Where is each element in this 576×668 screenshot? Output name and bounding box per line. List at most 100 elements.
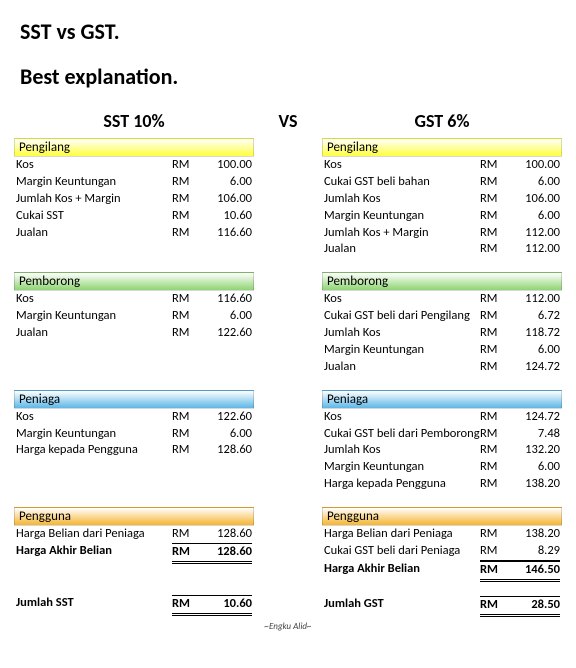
row-label: Jumlah Kos + Margin bbox=[16, 191, 172, 208]
section-head-pengguna: Pengguna bbox=[322, 507, 562, 526]
data-row: Margin KeuntunganRM6.00 bbox=[14, 174, 254, 191]
row-currency: RM bbox=[480, 191, 510, 208]
pad-row bbox=[14, 241, 254, 258]
data-row: Margin KeuntunganRM6.00 bbox=[322, 208, 562, 225]
total-value: 10.60 bbox=[202, 595, 252, 616]
row-currency: RM bbox=[480, 241, 510, 258]
data-row: KosRM124.72 bbox=[322, 409, 562, 426]
vs-label: VS bbox=[268, 110, 308, 132]
row-label: Harga Akhir Belian bbox=[16, 543, 172, 564]
row-label: Margin Keuntungan bbox=[16, 174, 172, 191]
data-row: JualanRM124.72 bbox=[322, 359, 562, 376]
row-currency: RM bbox=[480, 325, 510, 342]
data-row: Margin KeuntunganRM6.00 bbox=[14, 426, 254, 443]
row-label: Jumlah Kos bbox=[324, 442, 480, 459]
row-label: Harga kepada Pengguna bbox=[16, 442, 172, 459]
data-row: KosRM112.00 bbox=[322, 291, 562, 308]
row-value: 122.60 bbox=[202, 409, 252, 426]
row-label: Harga Belian dari Peniaga bbox=[16, 526, 172, 543]
row-label: Jumlah Kos bbox=[324, 191, 480, 208]
row-currency: RM bbox=[172, 225, 202, 242]
row-label: Harga kepada Pengguna bbox=[324, 476, 480, 493]
row-currency: RM bbox=[480, 157, 510, 174]
row-value: 106.00 bbox=[510, 191, 560, 208]
row-value: 122.60 bbox=[202, 325, 252, 342]
row-currency: RM bbox=[172, 325, 202, 342]
row-value: 116.60 bbox=[202, 291, 252, 308]
data-row: Jumlah KosRM118.72 bbox=[322, 325, 562, 342]
section-head-peniaga: Peniaga bbox=[14, 390, 254, 409]
row-value: 128.60 bbox=[202, 442, 252, 459]
total-label: Jumlah GST bbox=[324, 596, 480, 617]
total-currency: RM bbox=[172, 595, 202, 616]
row-currency: RM bbox=[172, 157, 202, 174]
row-currency: RM bbox=[172, 442, 202, 459]
data-row: Margin KeuntunganRM6.00 bbox=[322, 342, 562, 359]
row-value: 8.29 bbox=[510, 543, 560, 561]
row-value: 128.60 bbox=[202, 526, 252, 543]
section-head-pengilang: Pengilang bbox=[14, 138, 254, 157]
section-head-peniaga: Peniaga bbox=[322, 390, 562, 409]
row-value: 118.72 bbox=[510, 325, 560, 342]
row-label: Jualan bbox=[324, 241, 480, 258]
row-currency: RM bbox=[480, 561, 510, 582]
data-row: Harga Akhir BelianRM146.50 bbox=[322, 561, 562, 582]
title-2: Best explanation. bbox=[20, 63, 562, 90]
row-currency: RM bbox=[480, 308, 510, 325]
section-gap bbox=[322, 376, 562, 390]
data-row: KosRM100.00 bbox=[14, 157, 254, 174]
row-currency: RM bbox=[480, 442, 510, 459]
data-row: KosRM122.60 bbox=[14, 409, 254, 426]
pad-row bbox=[14, 459, 254, 476]
row-value: 6.00 bbox=[510, 459, 560, 476]
row-label: Margin Keuntungan bbox=[16, 426, 172, 443]
data-row: Cukai GST beli dari PeniagaRM8.29 bbox=[322, 543, 562, 561]
total-value: 28.50 bbox=[510, 596, 560, 617]
data-row: Harga kepada PenggunaRM128.60 bbox=[14, 442, 254, 459]
row-label: Cukai GST beli dari Peniaga bbox=[324, 543, 480, 561]
section-head-pemborong: Pemborong bbox=[322, 272, 562, 291]
pad-row bbox=[14, 359, 254, 376]
section-gap bbox=[322, 493, 562, 507]
row-label: Jumlah Kos bbox=[324, 325, 480, 342]
data-row: Cukai SSTRM10.60 bbox=[14, 208, 254, 225]
row-label: Harga Akhir Belian bbox=[324, 561, 480, 582]
footer-credit: ~Engku Alid~ bbox=[14, 621, 562, 632]
row-value: 112.00 bbox=[510, 241, 560, 258]
row-label: Jualan bbox=[16, 225, 172, 242]
row-value: 6.00 bbox=[202, 426, 252, 443]
row-label: Margin Keuntungan bbox=[16, 308, 172, 325]
row-label: Kos bbox=[324, 291, 480, 308]
section-gap bbox=[322, 258, 562, 272]
row-value: 6.00 bbox=[510, 342, 560, 359]
section-head-pemborong: Pemborong bbox=[14, 272, 254, 291]
row-value: 100.00 bbox=[510, 157, 560, 174]
section-gap bbox=[322, 582, 562, 596]
row-currency: RM bbox=[480, 476, 510, 493]
data-row: Harga Belian dari PeniagaRM138.20 bbox=[322, 526, 562, 543]
data-row: Margin KeuntunganRM6.00 bbox=[322, 459, 562, 476]
row-value: 112.00 bbox=[510, 291, 560, 308]
row-label: Kos bbox=[16, 291, 172, 308]
row-currency: RM bbox=[480, 526, 510, 543]
row-currency: RM bbox=[172, 526, 202, 543]
row-label: Cukai GST beli bahan bbox=[324, 174, 480, 191]
left-column: SST 10% PengilangKosRM100.00Margin Keunt… bbox=[14, 110, 254, 616]
left-head: SST 10% bbox=[14, 110, 254, 132]
row-value: 6.00 bbox=[510, 208, 560, 225]
row-value: 7.48 bbox=[510, 426, 560, 443]
pad-row bbox=[14, 476, 254, 493]
row-label: Cukai SST bbox=[16, 208, 172, 225]
data-row: Margin KeuntunganRM6.00 bbox=[14, 308, 254, 325]
total-label: Jumlah SST bbox=[16, 595, 172, 616]
data-row: KosRM100.00 bbox=[322, 157, 562, 174]
total-row: Jumlah SSTRM10.60 bbox=[14, 595, 254, 616]
data-row: KosRM116.60 bbox=[14, 291, 254, 308]
row-label: Jualan bbox=[324, 359, 480, 376]
row-label: Jualan bbox=[16, 325, 172, 342]
row-currency: RM bbox=[480, 208, 510, 225]
columns: SST 10% PengilangKosRM100.00Margin Keunt… bbox=[14, 110, 562, 617]
row-currency: RM bbox=[172, 409, 202, 426]
row-currency: RM bbox=[480, 543, 510, 561]
row-currency: RM bbox=[480, 342, 510, 359]
